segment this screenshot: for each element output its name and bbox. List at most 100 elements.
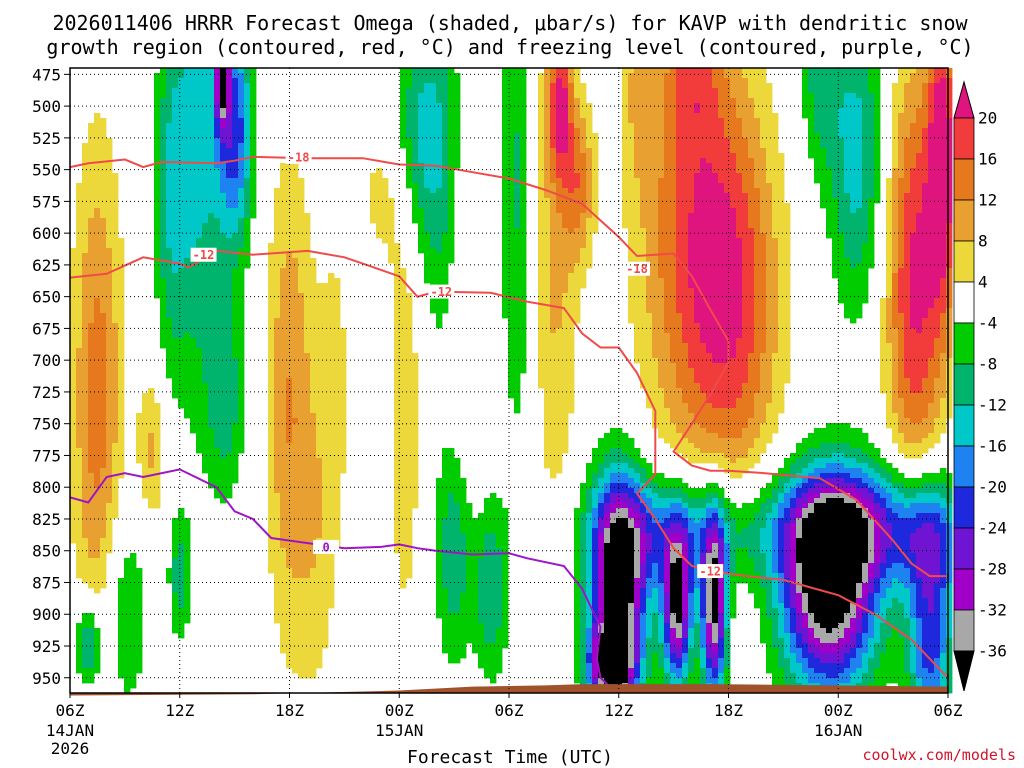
- omega-cell: [898, 278, 905, 284]
- omega-cell: [574, 158, 581, 164]
- omega-cell: [910, 83, 917, 89]
- omega-cell: [646, 168, 653, 174]
- omega-cell: [934, 293, 941, 299]
- omega-cell: [568, 298, 575, 304]
- omega-cell: [934, 323, 941, 329]
- omega-cell: [694, 123, 701, 129]
- omega-cell: [508, 158, 515, 164]
- omega-cell: [226, 153, 233, 159]
- omega-cell: [634, 298, 641, 304]
- omega-cell: [538, 273, 545, 279]
- omega-cell: [694, 108, 701, 114]
- omega-cell: [664, 193, 671, 199]
- omega-cell: [838, 213, 845, 219]
- omega-cell: [196, 273, 203, 279]
- omega-cell: [682, 278, 689, 284]
- omega-cell: [694, 243, 701, 249]
- omega-cell: [424, 263, 431, 269]
- omega-cell: [688, 118, 695, 124]
- omega-cell: [778, 288, 785, 294]
- omega-cell: [814, 83, 821, 89]
- omega-cell: [724, 213, 731, 219]
- omega-cell: [76, 258, 83, 264]
- omega-cell: [682, 78, 689, 84]
- omega-cell: [514, 228, 521, 234]
- omega-cell: [418, 128, 425, 134]
- omega-cell: [442, 248, 449, 254]
- omega-cell: [160, 238, 167, 244]
- omega-cell: [154, 223, 161, 229]
- omega-cell: [682, 208, 689, 214]
- omega-cell: [940, 328, 947, 334]
- omega-cell: [676, 183, 683, 189]
- omega-cell: [898, 238, 905, 244]
- omega-cell: [706, 108, 713, 114]
- omega-cell: [568, 78, 575, 84]
- omega-cell: [208, 133, 215, 139]
- omega-cell: [760, 103, 767, 109]
- omega-cell: [934, 228, 941, 234]
- omega-cell: [292, 198, 299, 204]
- omega-cell: [856, 198, 863, 204]
- omega-cell: [838, 223, 845, 229]
- omega-cell: [88, 158, 95, 164]
- omega-cell: [856, 203, 863, 209]
- omega-cell: [760, 323, 767, 329]
- omega-cell: [406, 153, 413, 159]
- omega-cell: [538, 173, 545, 179]
- omega-cell: [202, 318, 209, 324]
- omega-cell: [742, 183, 749, 189]
- omega-cell: [502, 83, 509, 89]
- omega-cell: [304, 228, 311, 234]
- omega-cell: [760, 328, 767, 334]
- omega-cell: [652, 293, 659, 299]
- omega-cell: [700, 248, 707, 254]
- omega-cell: [88, 318, 95, 324]
- omega-cell: [718, 188, 725, 194]
- omega-cell: [724, 153, 731, 159]
- omega-cell: [922, 88, 929, 94]
- omega-cell: [196, 213, 203, 219]
- omega-cell: [88, 293, 95, 299]
- omega-cell: [928, 253, 935, 259]
- omega-cell: [754, 233, 761, 239]
- omega-cell: [634, 223, 641, 229]
- omega-cell: [220, 138, 227, 144]
- omega-cell: [694, 328, 701, 334]
- omega-cell: [856, 253, 863, 259]
- omega-cell: [718, 183, 725, 189]
- omega-cell: [220, 223, 227, 229]
- omega-cell: [412, 88, 419, 94]
- omega-cell: [664, 293, 671, 299]
- omega-cell: [298, 243, 305, 249]
- omega-cell: [898, 78, 905, 84]
- omega-cell: [514, 98, 521, 104]
- omega-cell: [208, 323, 215, 329]
- omega-cell: [196, 83, 203, 89]
- omega-cell: [556, 278, 563, 284]
- omega-cell: [556, 168, 563, 174]
- omega-cell: [898, 128, 905, 134]
- omega-cell: [682, 143, 689, 149]
- omega-cell: [418, 148, 425, 154]
- omega-cell: [112, 263, 119, 269]
- omega-cell: [160, 103, 167, 109]
- omega-cell: [202, 193, 209, 199]
- omega-cell: [832, 238, 839, 244]
- omega-cell: [292, 298, 299, 304]
- omega-cell: [550, 88, 557, 94]
- omega-cell: [862, 288, 869, 294]
- omega-cell: [544, 128, 551, 134]
- omega-cell: [682, 238, 689, 244]
- omega-cell: [778, 188, 785, 194]
- omega-cell: [298, 323, 305, 329]
- omega-cell: [166, 88, 173, 94]
- omega-cell: [184, 93, 191, 99]
- omega-cell: [406, 113, 413, 119]
- omega-cell: [916, 258, 923, 264]
- omega-cell: [400, 143, 407, 149]
- omega-cell: [652, 278, 659, 284]
- omega-cell: [154, 123, 161, 129]
- omega-cell: [424, 133, 431, 139]
- omega-cell: [568, 318, 575, 324]
